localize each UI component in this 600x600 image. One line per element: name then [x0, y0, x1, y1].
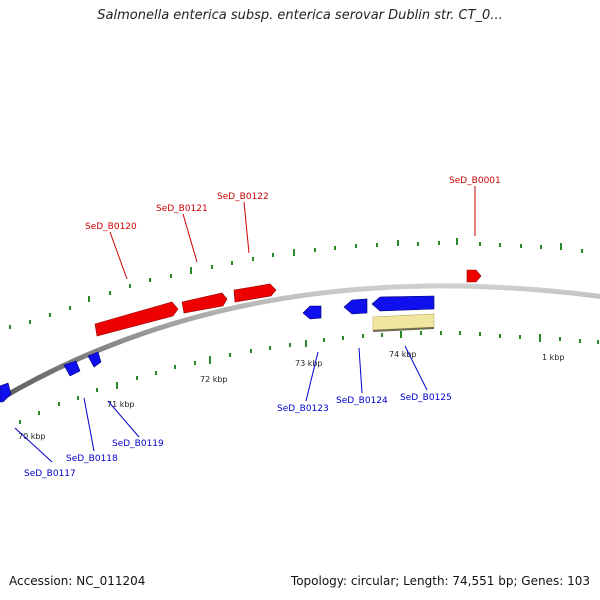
- summary-text: Topology: circular; Length: 74,551 bp; G…: [290, 574, 590, 588]
- gene-SeD_B0120[interactable]: [94, 301, 179, 337]
- accession-text: Accession: NC_011204: [9, 574, 146, 588]
- gene-SeD_B0119[interactable]: [87, 351, 102, 368]
- feature-region-shadow: [373, 327, 434, 332]
- forward-ticks: [9, 238, 583, 329]
- gene-SeD_B0123[interactable]: [302, 305, 322, 320]
- forward-leaders: [109, 186, 476, 280]
- kbp-label-71: 71 kbp: [107, 400, 135, 409]
- label-SeD_B0124: SeD_B0124: [336, 396, 388, 406]
- gene-SeD_B0001[interactable]: [466, 269, 482, 283]
- reverse-leaders: [14, 345, 428, 463]
- label-SeD_B0120: SeD_B0120: [85, 222, 137, 232]
- label-SeD_B0122: SeD_B0122: [217, 192, 269, 202]
- gene-SeD_B0125[interactable]: [371, 295, 435, 312]
- reverse-ticks: [19, 331, 599, 424]
- label-SeD_B0117: SeD_B0117: [24, 469, 76, 479]
- label-SeD_B0119: SeD_B0119: [112, 439, 164, 449]
- plasmid-title: Salmonella enterica subsp. enterica sero…: [97, 8, 503, 23]
- kbp-label-74: 74 kbp: [389, 350, 417, 359]
- kbp-label-70: 70 kbp: [18, 432, 46, 441]
- kbp-label-72: 72 kbp: [200, 375, 228, 384]
- label-SeD_B0118: SeD_B0118: [66, 454, 118, 464]
- gene-SeD_B0124[interactable]: [343, 298, 368, 315]
- backbone: [0, 283, 600, 402]
- label-SeD_B0121: SeD_B0121: [156, 204, 208, 214]
- label-SeD_B0001: SeD_B0001: [449, 176, 501, 186]
- gene-SeD_B0117[interactable]: [0, 382, 12, 403]
- gene-SeD_B0118[interactable]: [63, 360, 81, 377]
- kbp-label-73: 73 kbp: [295, 359, 323, 368]
- forward-genes: [94, 269, 482, 337]
- kbp-label-1: 1 kbp: [542, 353, 564, 362]
- reverse-genes: [0, 295, 435, 403]
- gene-SeD_B0122[interactable]: [233, 283, 277, 303]
- label-SeD_B0123: SeD_B0123: [277, 404, 329, 414]
- label-SeD_B0125: SeD_B0125: [400, 393, 452, 403]
- gene-SeD_B0121[interactable]: [181, 292, 228, 314]
